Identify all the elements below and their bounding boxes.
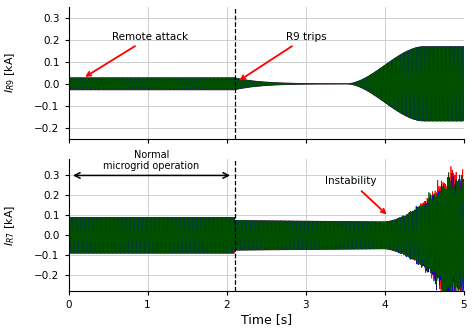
Text: R9 trips: R9 trips (241, 32, 327, 80)
Text: Instability: Instability (326, 176, 385, 213)
Y-axis label: $I_{R7}$ [kA]: $I_{R7}$ [kA] (3, 205, 17, 246)
Y-axis label: $I_{R9}$ [kA]: $I_{R9}$ [kA] (3, 52, 17, 94)
Text: Remote attack: Remote attack (87, 32, 188, 76)
Text: Normal
microgrid operation: Normal microgrid operation (103, 150, 200, 171)
X-axis label: Time [s]: Time [s] (241, 313, 292, 326)
